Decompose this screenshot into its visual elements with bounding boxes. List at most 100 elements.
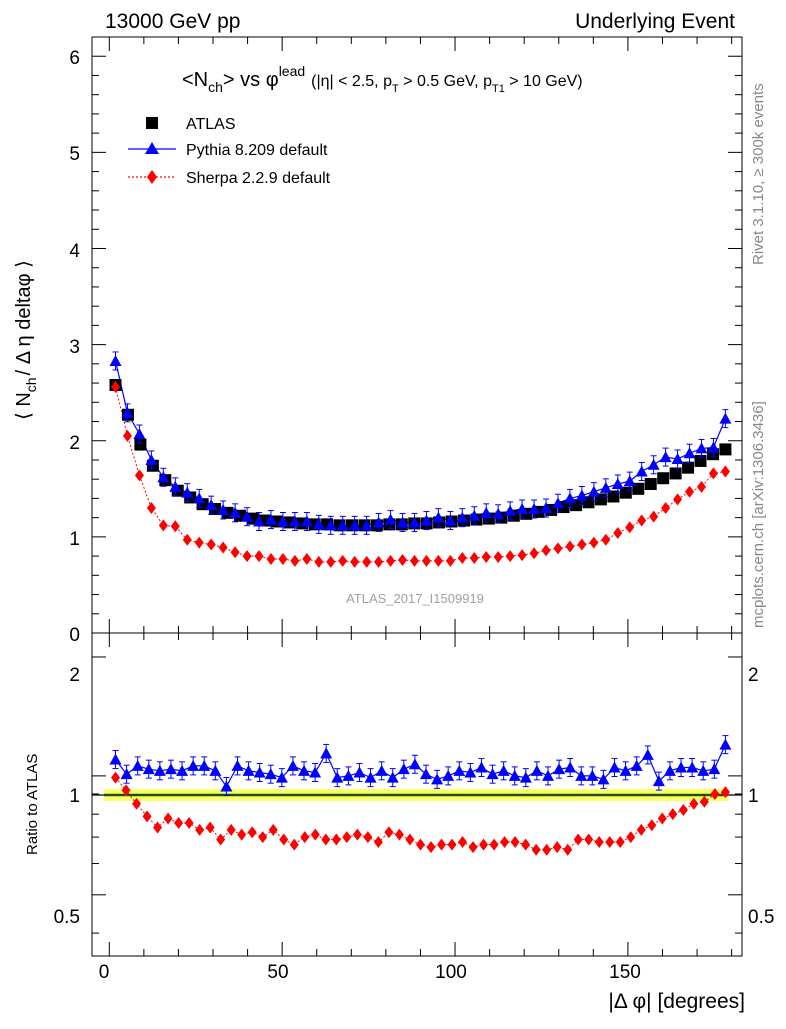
pythia-point [264, 513, 277, 525]
pythia-point [432, 511, 445, 523]
title-main-sub: ch [208, 79, 223, 95]
sherpa-point [230, 546, 240, 559]
sherpa-point [170, 520, 180, 533]
y-tick-label: 0 [69, 625, 80, 646]
title-main: <N [182, 69, 208, 91]
sherpa-point [625, 521, 635, 534]
pythia-point [492, 507, 505, 519]
pythia-point [241, 510, 254, 522]
source-label: mcplots.cern.ch [arXiv:1306.3436] [750, 401, 767, 628]
sherpa-point [290, 554, 300, 567]
ratio-tick-label: 1 [748, 786, 759, 807]
pythia-point [109, 354, 122, 366]
pythia-point [599, 481, 612, 493]
pythia-point [133, 428, 146, 440]
sherpa-point [708, 467, 718, 480]
legend-pythia-marker [145, 142, 159, 154]
legend-atlas-label: ATLAS [186, 116, 236, 133]
pythia-point [528, 502, 541, 514]
y-tick-labels: 0 1 2 3 4 5 6 [69, 48, 80, 646]
pythia-point [647, 458, 660, 470]
sherpa-ratio-point [510, 836, 520, 849]
y-tick-label: 6 [69, 48, 80, 69]
sherpa-point [481, 551, 491, 564]
title-cuts: (|η| < 2.5, p [311, 73, 392, 90]
sherpa-point [326, 555, 336, 568]
sherpa-ratio-point [289, 838, 299, 851]
pythia-point [121, 406, 134, 418]
pythia-point [217, 503, 230, 515]
sherpa-point [637, 514, 647, 527]
pythia-point [253, 515, 266, 527]
sherpa-point [589, 536, 599, 549]
sherpa-point [386, 554, 396, 567]
pythia-ratio-line [115, 744, 726, 788]
pythia-point [456, 511, 469, 523]
sherpa-ratio-point [615, 836, 625, 849]
sherpa-ratio-point [552, 841, 562, 854]
ratio-tick-label: 0.5 [748, 907, 774, 928]
sherpa-point [673, 493, 683, 506]
pythia-point [468, 509, 481, 521]
analysis-watermark: ATLAS_2017_I1509919 [346, 591, 484, 606]
sherpa-point [517, 549, 527, 562]
sherpa-point [266, 552, 276, 565]
sherpa-point [720, 465, 730, 478]
sherpa-point [649, 510, 659, 523]
sherpa-point [398, 553, 408, 566]
axis-ticks [92, 36, 742, 956]
sherpa-ratio-point [479, 838, 489, 851]
pythia-ratio-point [109, 753, 122, 765]
pythia-point [193, 492, 206, 504]
sherpa-point [541, 544, 551, 557]
pythia-point [516, 502, 529, 514]
pythia-point [372, 516, 385, 528]
x-tick-label: 0 [99, 962, 110, 983]
sherpa-point [469, 552, 479, 565]
sherpa-ratio-point [237, 828, 247, 841]
pythia-point [276, 515, 289, 527]
pythia-point [540, 502, 553, 514]
title-cuts-mid: > 0.5 GeV, p [399, 73, 492, 90]
pythia-point [336, 519, 349, 531]
pythia-point [420, 514, 433, 526]
sherpa-ratio-point [394, 828, 404, 841]
rivet-label: Rivet 3.1.10, ≥ 300k events [750, 83, 767, 265]
sherpa-point [696, 480, 706, 493]
ratio-tick-label: 2 [748, 665, 759, 686]
sherpa-ratio-point [226, 823, 236, 836]
pythia-point [181, 486, 194, 498]
y-label-sub: ch [23, 377, 39, 392]
legend-sherpa-label: Sherpa 2.2.9 default [186, 170, 331, 187]
sherpa-point [421, 554, 431, 567]
pythia-point [575, 489, 588, 501]
sherpa-point [314, 555, 324, 568]
sherpa-point [134, 469, 144, 482]
ratio-tick-labels-left: 0.5 1 2 [54, 665, 80, 928]
sherpa-ratio-line [115, 777, 726, 851]
sherpa-point [242, 550, 252, 563]
y-tick-label: 1 [69, 529, 80, 550]
atlas-point [669, 467, 682, 480]
sherpa-point [111, 380, 121, 393]
sherpa-point [565, 540, 575, 553]
sherpa-point [278, 552, 288, 565]
pythia-point [504, 504, 517, 516]
pythia-point [563, 492, 576, 504]
pythia-ratio-point [719, 738, 732, 750]
pythia-point [145, 453, 158, 465]
sherpa-ratio-point [626, 831, 636, 844]
sherpa-ratio-point [668, 808, 678, 821]
sherpa-point [254, 550, 264, 563]
sherpa-ratio-point [657, 812, 667, 825]
sherpa-point [146, 502, 156, 515]
sherpa-point [206, 538, 216, 551]
pythia-point [396, 516, 409, 528]
sherpa-point [529, 547, 539, 560]
title-cuts-end: > 10 GeV) [505, 73, 583, 90]
header-right: Underlying Event [575, 10, 735, 33]
sherpa-ratio-point [342, 831, 352, 844]
pythia-point [707, 441, 720, 453]
legend-pythia-label: Pythia 8.209 default [186, 142, 328, 159]
